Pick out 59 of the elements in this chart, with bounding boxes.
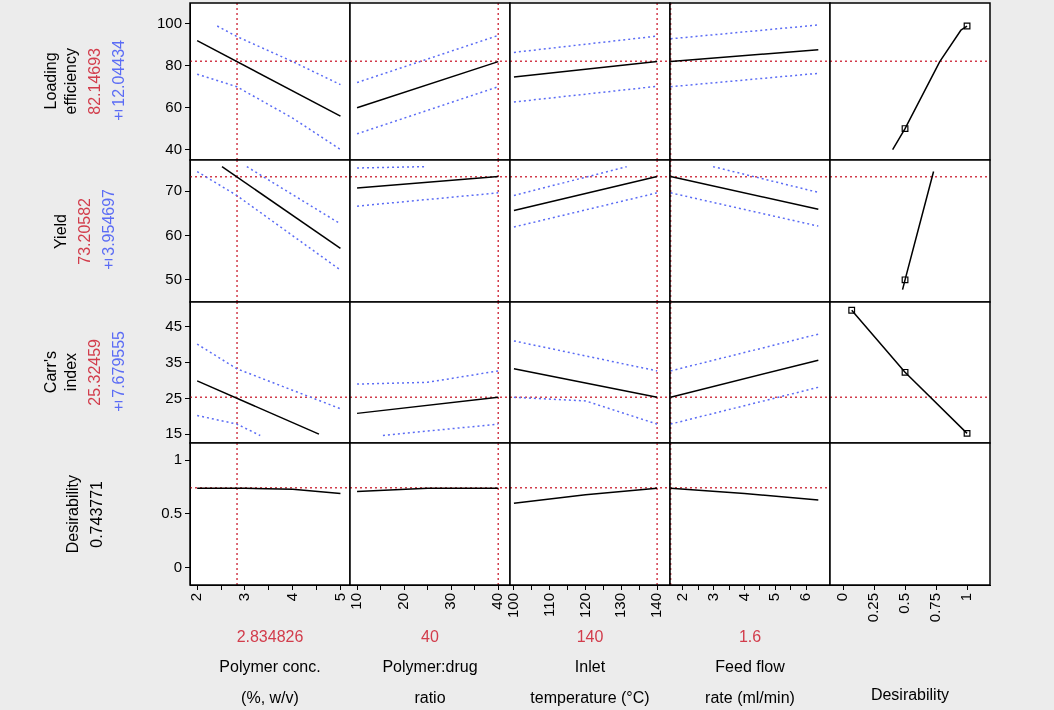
text: ±3.954697 bbox=[99, 189, 118, 273]
x-axis-title: Feed flow rate (ml/min) bbox=[705, 657, 795, 708]
y-tick-label: 100 bbox=[156, 14, 182, 32]
ref-line-label: 2.834826 bbox=[236, 627, 304, 647]
ref-line-label: 40 bbox=[421, 627, 439, 647]
y-tick-label: 15 bbox=[165, 424, 182, 442]
x-tick-label: 4 bbox=[282, 593, 300, 602]
x-tick-label: 2 bbox=[187, 593, 205, 602]
x-tick-label: 1 bbox=[957, 593, 975, 602]
text: 0.743771 bbox=[87, 480, 106, 548]
x-tick-label: 5 bbox=[330, 593, 348, 602]
y-tick-label: 35 bbox=[165, 352, 182, 370]
ref-line-label: 1.6 bbox=[738, 627, 762, 647]
line-series bbox=[216, 25, 342, 86]
ref-line-label: 82.14693 bbox=[85, 48, 104, 115]
y-tick-label: 25 bbox=[165, 388, 182, 406]
x-tick-label: 120 bbox=[575, 593, 593, 619]
x-tick-label: 0.75 bbox=[926, 593, 944, 623]
ref-line-label: 25.32459 bbox=[85, 339, 104, 406]
x-tick-label: 100 bbox=[504, 593, 522, 619]
y-tick-label: 45 bbox=[165, 317, 182, 335]
x-tick-label: 6 bbox=[796, 593, 814, 602]
x-tick-label: 0.25 bbox=[864, 593, 882, 623]
y-tick-label: 60 bbox=[165, 97, 182, 115]
x-tick-label: 130 bbox=[611, 593, 629, 619]
text: ±7.679555 bbox=[109, 330, 128, 415]
y-tick-label: 60 bbox=[165, 225, 182, 243]
x-tick-label: 5 bbox=[765, 593, 783, 602]
x-tick-label: 3 bbox=[235, 593, 253, 602]
x-tick-label: 3 bbox=[703, 593, 721, 602]
y-tick-label: 40 bbox=[165, 139, 182, 157]
y-axis-title: Loading efficiency bbox=[41, 48, 80, 115]
x-tick-label: 4 bbox=[734, 593, 752, 602]
y-tick-label: 0 bbox=[173, 557, 182, 575]
ref-line-label: 140 bbox=[576, 627, 604, 647]
x-axis-title: Desirability bbox=[870, 684, 950, 705]
y-axis-title: Carr's index bbox=[41, 351, 80, 394]
ref-line-label: 73.20582 bbox=[75, 197, 94, 265]
x-axis-title: Polymer:drug ratio bbox=[382, 657, 478, 708]
x-tick-label: 40 bbox=[488, 593, 506, 610]
text: ±12.04434 bbox=[109, 39, 128, 124]
x-axis-title: Polymer conc. (%, w/v) bbox=[219, 657, 321, 708]
x-tick-label: 110 bbox=[539, 593, 557, 617]
line-series bbox=[196, 73, 342, 151]
x-tick-label: 0.5 bbox=[895, 593, 913, 614]
x-tick-label: 0 bbox=[833, 593, 851, 602]
x-tick-label: 140 bbox=[647, 593, 665, 619]
y-axis-title: Desirability bbox=[63, 474, 82, 554]
x-tick-label: 20 bbox=[394, 593, 412, 610]
y-tick-label: 50 bbox=[165, 269, 182, 287]
y-tick-label: 0.5 bbox=[161, 504, 182, 522]
y-tick-label: 1 bbox=[173, 450, 182, 468]
y-tick-label: 70 bbox=[165, 181, 182, 199]
x-tick-label: 10 bbox=[347, 593, 365, 610]
x-tick-label: 2 bbox=[673, 593, 691, 602]
y-tick-label: 80 bbox=[165, 55, 182, 73]
x-axis-title: Inlet temperature (°C) bbox=[530, 657, 650, 708]
x-tick-label: 30 bbox=[441, 593, 459, 610]
y-axis-title: Yield bbox=[51, 213, 70, 249]
